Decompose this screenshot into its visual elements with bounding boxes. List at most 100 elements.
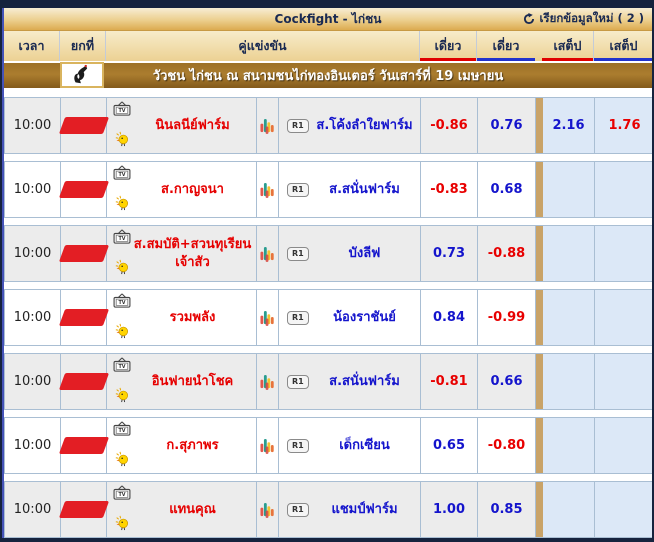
step-odds-2[interactable] [595, 418, 652, 473]
away-team-cell[interactable]: R1 ส.โค้งลำใยฟาร์ม [279, 98, 421, 153]
away-team-cell[interactable]: R1 แชมป์ฟาร์ม [279, 482, 421, 537]
chick-icon [115, 451, 130, 471]
step-odds-1[interactable]: 2.16 [543, 98, 595, 153]
home-team-name: ส.กาญจนา [161, 181, 224, 197]
bar-chart-icon[interactable] [260, 500, 275, 519]
bar-chart-icon[interactable] [260, 116, 275, 135]
away-team-cell[interactable]: R1 ส.สนั่นฟาร์ม [279, 162, 421, 217]
away-team-cell[interactable]: R1 เด็กเซียน [279, 418, 421, 473]
single-odds-2[interactable]: -0.88 [478, 226, 536, 281]
step-odds-1[interactable] [543, 482, 595, 537]
tv-icon[interactable]: TV [113, 229, 131, 248]
svg-text:TV: TV [118, 492, 125, 498]
bar-chart-icon[interactable] [260, 180, 275, 199]
tv-icon[interactable]: TV [113, 485, 131, 504]
step-odds-2[interactable] [595, 354, 652, 409]
match-row: 10:00 TV ร [4, 289, 652, 346]
single-odds-2[interactable]: 0.68 [478, 162, 536, 217]
col-header-single-1: เดี่ยว [420, 31, 477, 61]
round1-button[interactable]: R1 [287, 182, 309, 197]
tv-icon[interactable]: TV [113, 165, 131, 184]
step-odds-1[interactable] [543, 162, 595, 217]
away-team-cell[interactable]: R1 ส.สนั่นฟาร์ม [279, 354, 421, 409]
match-row: 10:00 TV น [4, 97, 652, 154]
tv-icon[interactable]: TV [113, 357, 131, 376]
away-team-name: ส.โค้งลำใยฟาร์ม [316, 117, 413, 133]
tv-icon[interactable]: TV [113, 421, 131, 440]
single-odds-2[interactable]: 0.85 [478, 482, 536, 537]
round1-button[interactable]: R1 [287, 374, 309, 389]
home-team-cell[interactable]: TV แทนคุณ [107, 482, 257, 537]
single-odds-1[interactable]: -0.83 [421, 162, 478, 217]
stats-cell[interactable] [257, 354, 279, 409]
bar-chart-icon[interactable] [260, 308, 275, 327]
bar-chart-icon[interactable] [260, 244, 275, 263]
underline-blue [477, 58, 535, 61]
round-flag-cell [58, 98, 109, 153]
round1-button[interactable]: R1 [287, 118, 309, 133]
chick-icon [115, 195, 130, 215]
match-row: 10:00 TV แ [4, 481, 652, 538]
single-odds-2[interactable]: -0.99 [478, 290, 536, 345]
step-odds-2[interactable] [595, 162, 652, 217]
home-team-cell[interactable]: TV ส.สมบัติ+สวนทุเรียน เจ้าสัว [107, 226, 257, 281]
stats-cell[interactable] [257, 226, 279, 281]
refresh-label: เรียกข้อมูลใหม่ ( 2 ) [539, 11, 644, 25]
single-odds-2[interactable]: 0.66 [478, 354, 536, 409]
step-odds-1[interactable] [543, 290, 595, 345]
tv-icon[interactable]: TV [113, 293, 131, 312]
home-team-cell[interactable]: TV อินฟายนำโชค [107, 354, 257, 409]
stats-cell[interactable] [257, 162, 279, 217]
round-flag-cell [58, 354, 109, 409]
step-odds-2[interactable] [595, 226, 652, 281]
stats-cell[interactable] [257, 290, 279, 345]
stats-cell[interactable] [257, 482, 279, 537]
chick-icon [115, 259, 130, 279]
refresh-button[interactable]: เรียกข้อมูลใหม่ ( 2 ) [523, 8, 644, 30]
round1-button[interactable]: R1 [287, 502, 309, 517]
away-team-cell[interactable]: R1 บังลีฟ [279, 226, 421, 281]
single-odds-2[interactable]: -0.80 [478, 418, 536, 473]
home-team-cell[interactable]: TV ก.สุภาพร [107, 418, 257, 473]
rooster-logo [60, 62, 104, 88]
step-odds-2[interactable] [595, 482, 652, 537]
home-team-cell[interactable]: TV ส.กาญจนา [107, 162, 257, 217]
stats-cell[interactable] [257, 98, 279, 153]
single-odds-1[interactable]: 1.00 [421, 482, 478, 537]
match-list: 10:00 TV น [4, 88, 652, 538]
arena-banner: วัวชน ไก่ชน ณ สนามชนไก่ทองอินเตอร์ วันเส… [4, 62, 652, 88]
single-odds-1[interactable]: 0.65 [421, 418, 478, 473]
step-odds-2[interactable]: 1.76 [595, 98, 652, 153]
gold-divider-bar [536, 98, 543, 153]
single-odds-2[interactable]: 0.76 [478, 98, 536, 153]
round-flag-cell [58, 162, 109, 217]
home-team-name: แทนคุณ [169, 501, 216, 517]
single-odds-1[interactable]: -0.86 [421, 98, 478, 153]
single-odds-1[interactable]: 0.73 [421, 226, 478, 281]
round1-button[interactable]: R1 [287, 310, 309, 325]
bar-chart-icon[interactable] [260, 372, 275, 391]
gold-divider-bar [536, 482, 543, 537]
step-odds-1[interactable] [543, 418, 595, 473]
away-team-cell[interactable]: R1 น้องราชันย์ [279, 290, 421, 345]
col-header-match: คู่แข่งขัน [106, 31, 420, 61]
tv-icon[interactable]: TV [113, 101, 131, 120]
round1-button[interactable]: R1 [287, 438, 309, 453]
bar-chart-icon[interactable] [260, 436, 275, 455]
col-header-step-2: เสต็ป [594, 31, 652, 61]
step-odds-2[interactable] [595, 290, 652, 345]
step-odds-1[interactable] [543, 354, 595, 409]
single-odds-1[interactable]: 0.84 [421, 290, 478, 345]
match-time: 10:00 [5, 290, 61, 345]
stats-cell[interactable] [257, 418, 279, 473]
away-team-name: น้องราชันย์ [333, 309, 396, 325]
away-team-name: บังลีฟ [348, 245, 381, 261]
single-odds-1[interactable]: -0.81 [421, 354, 478, 409]
round1-button[interactable]: R1 [287, 246, 309, 261]
away-team-name: ส.สนั่นฟาร์ม [329, 181, 400, 197]
home-team-cell[interactable]: TV รวมพลัง [107, 290, 257, 345]
round-flag-cell [58, 290, 109, 345]
step-odds-1[interactable] [543, 226, 595, 281]
home-team-cell[interactable]: TV นินลนีย์ฟาร์ม [107, 98, 257, 153]
